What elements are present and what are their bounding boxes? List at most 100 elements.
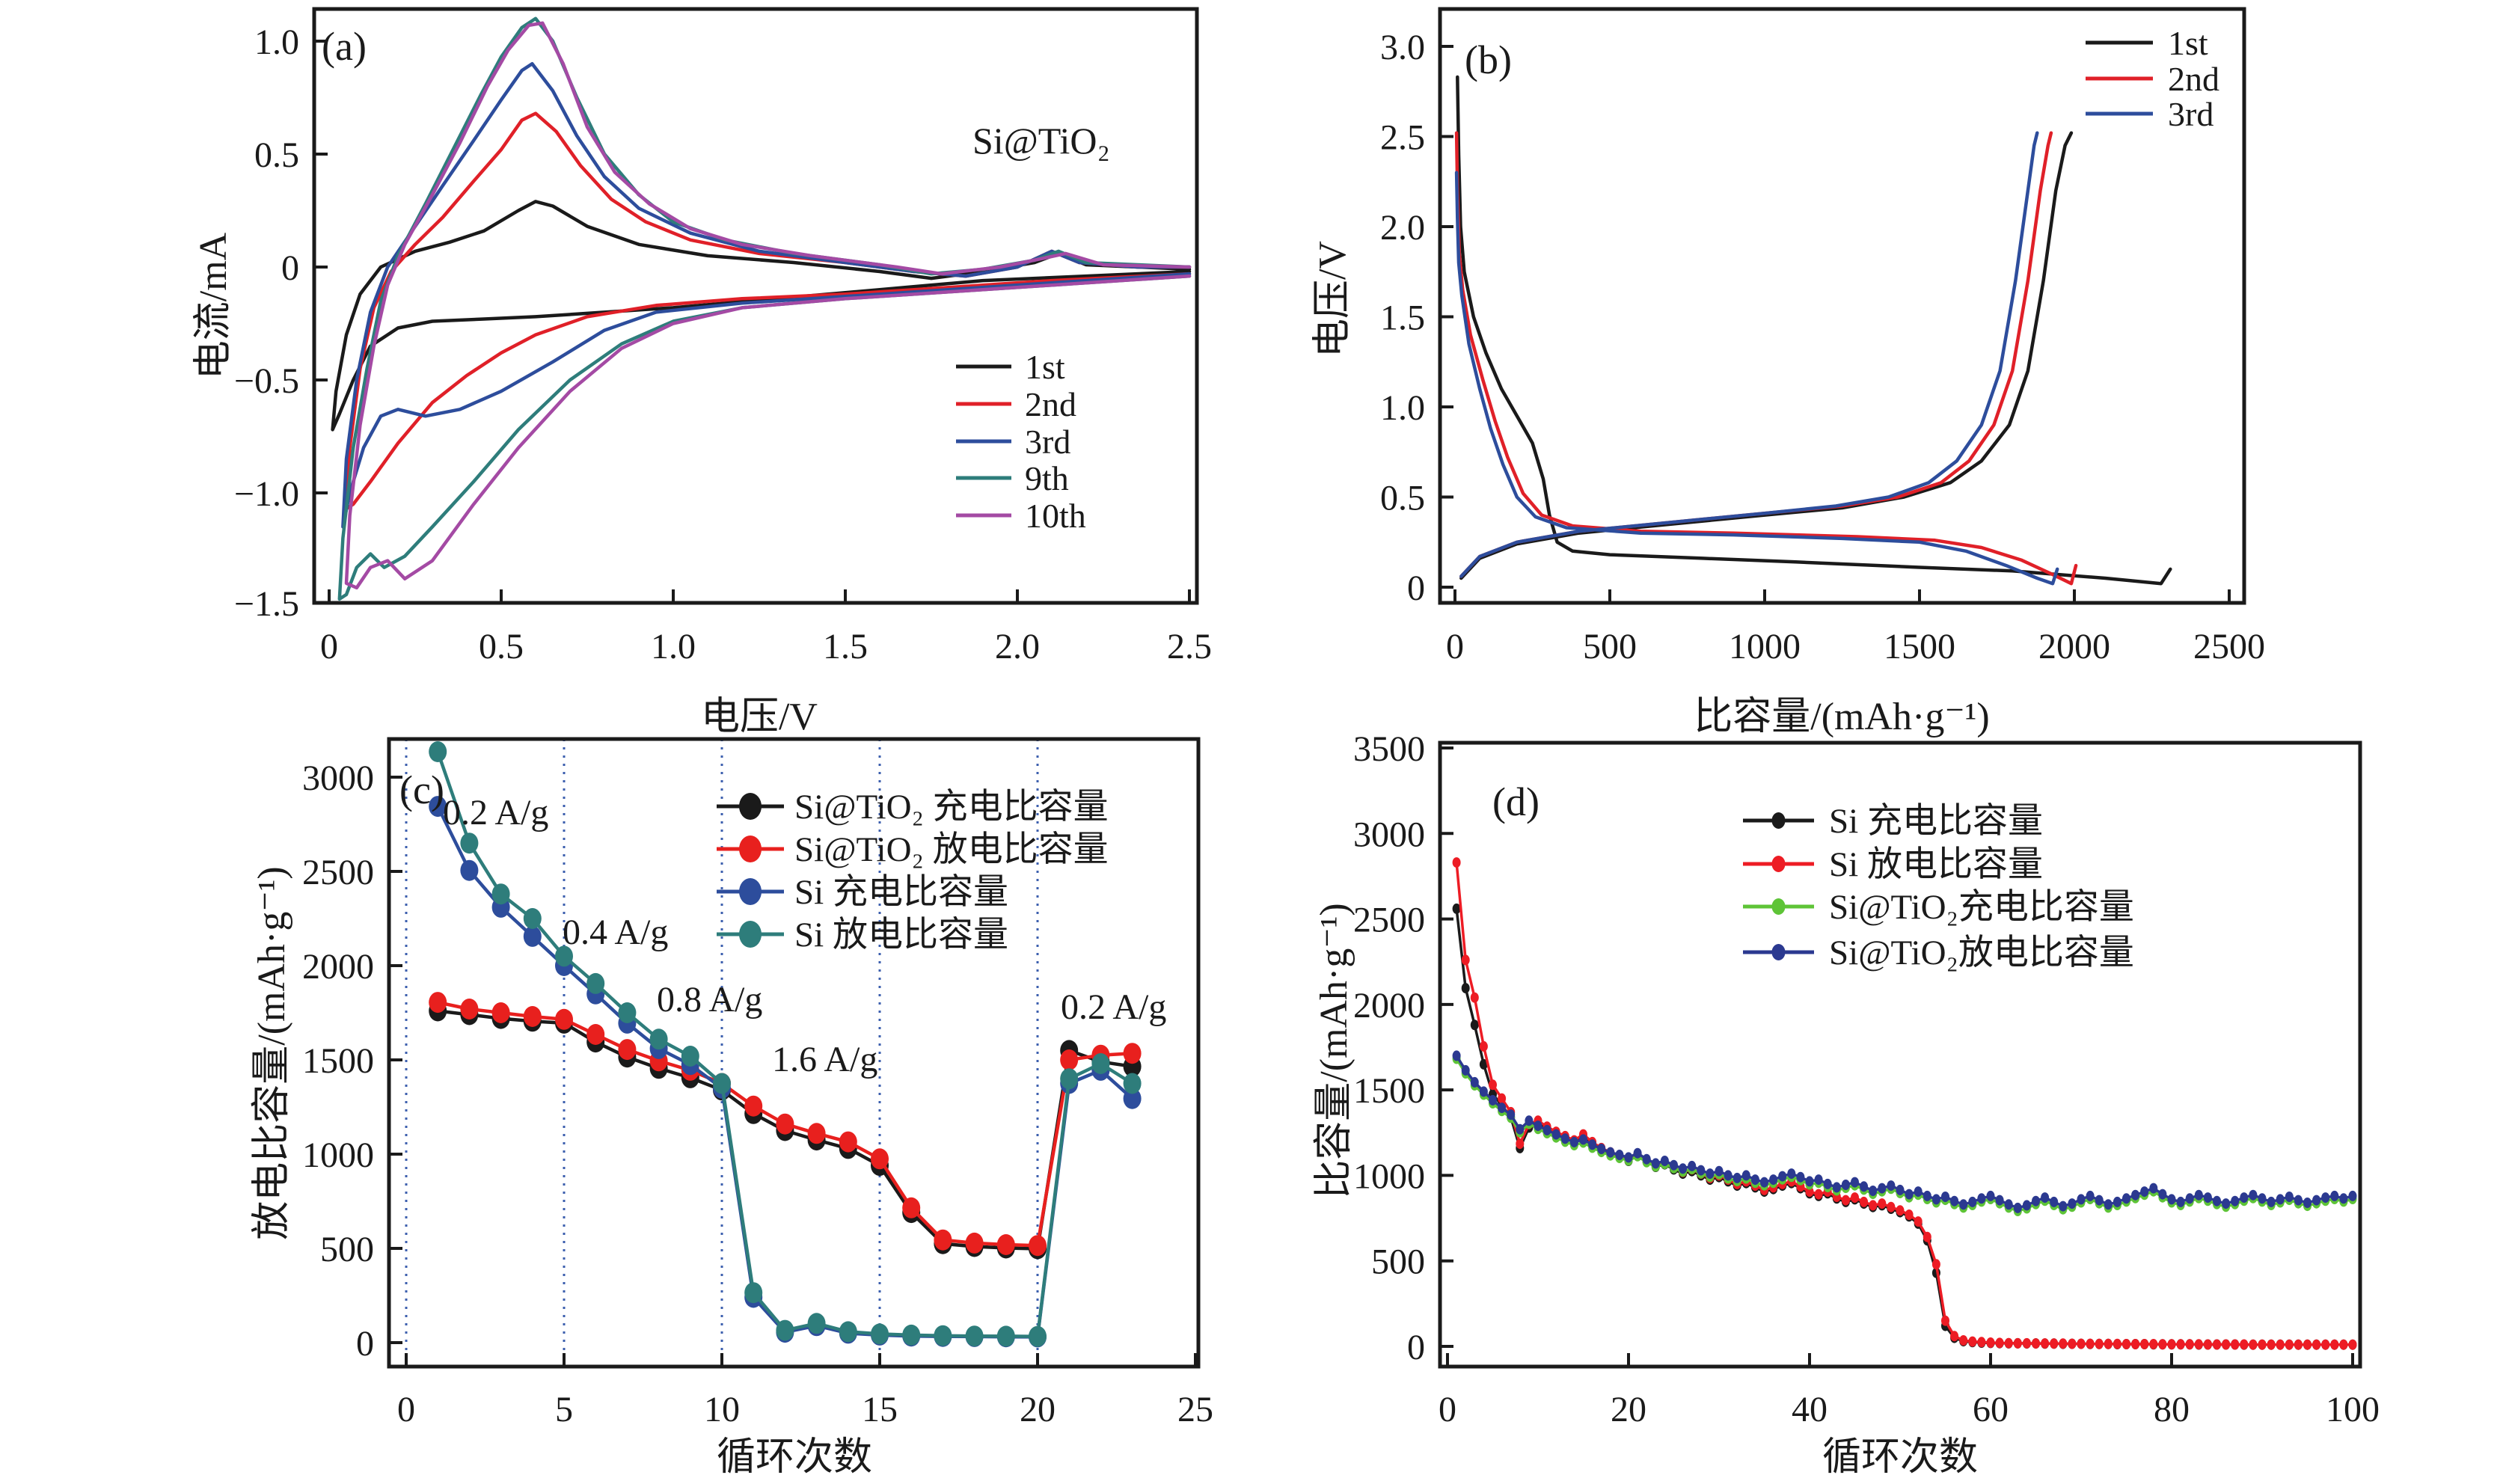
data-point-marker	[523, 925, 542, 947]
data-point-marker	[1091, 1053, 1110, 1074]
data-point-marker	[429, 796, 447, 818]
data-point-marker	[1968, 1196, 1977, 1207]
data-point-marker	[776, 1113, 794, 1135]
data-point-marker	[2167, 1194, 2176, 1205]
panel-b-ytick-label: 0	[1407, 568, 1425, 608]
panel-a-xtick-label: 0.5	[479, 627, 524, 666]
panel-d-ytick-label: 3500	[1353, 729, 1425, 769]
data-point-marker	[1778, 1171, 1787, 1182]
data-point-marker	[1841, 1195, 1850, 1206]
data-point-marker	[2231, 1195, 2240, 1206]
data-point-marker	[1905, 1209, 1914, 1220]
series-path	[1456, 75, 2172, 586]
data-point-marker	[491, 1002, 510, 1023]
data-point-marker	[1869, 1200, 1878, 1211]
data-point-marker	[2321, 1192, 2330, 1204]
data-point-marker	[1950, 1195, 1959, 1206]
legend-item-si-discharge: Si 放电比容量	[794, 916, 1008, 954]
data-point-marker	[1986, 1190, 1995, 1201]
panel-c-xtick-label: 10	[704, 1390, 740, 1429]
data-point-marker	[1905, 1189, 1914, 1200]
data-point-marker	[2176, 1196, 2185, 1207]
data-point-marker	[1977, 1193, 1986, 1204]
data-point-marker	[1760, 1177, 1768, 1188]
panel-c-series-si-tio2-discharge	[429, 992, 1142, 1257]
panel-a-xtick-label: 2.5	[1167, 627, 1212, 666]
panel-b-ytick-label: 1.0	[1380, 388, 1425, 428]
panel-c-annotation-0: 0.2 A/g	[443, 793, 548, 833]
data-point-marker	[934, 1325, 952, 1346]
data-point-marker	[1479, 1040, 1488, 1052]
data-point-marker	[649, 1028, 668, 1050]
data-point-marker	[2258, 1193, 2267, 1204]
panel-d: 0 20 40 60 80 1000500100015002000250030003500…	[1313, 729, 2380, 1479]
data-point-marker	[2095, 1195, 2104, 1206]
data-point-marker	[1923, 1190, 1931, 1201]
panel-c-xtick-label: 25	[1177, 1390, 1213, 1429]
legend-item-si-tio2-discharge: Si@TiO₂ 放电比容量	[794, 830, 1109, 869]
data-point-marker	[1869, 1186, 1878, 1196]
data-point-marker	[1832, 1182, 1841, 1193]
panel-b-series-cycle-1	[1456, 75, 2172, 586]
data-point-marker	[1470, 1076, 1479, 1088]
panel-b-xtick-label: 1000	[1729, 627, 1801, 666]
data-point-marker	[934, 1229, 952, 1251]
data-point-marker	[2013, 1202, 2022, 1213]
legend-item-cycle-2: 2nd	[1025, 385, 1076, 423]
panel-c-annotation-4: 0.2 A/g	[1061, 987, 1166, 1027]
legend-item-si-charge: Si 充电比容量	[1829, 802, 2043, 841]
data-point-marker	[1796, 1171, 1805, 1183]
data-point-marker	[1814, 1174, 1823, 1186]
data-point-marker	[1896, 1205, 1905, 1216]
data-point-marker	[2339, 1193, 2348, 1204]
data-point-marker	[523, 1006, 542, 1027]
panel-b-ytick-label: 0.5	[1380, 479, 1425, 518]
data-point-marker	[460, 999, 479, 1020]
data-point-marker	[2249, 1339, 2258, 1350]
data-point-marker	[2267, 1196, 2276, 1207]
panel-d-xtick-label: 100	[2326, 1390, 2380, 1429]
panel-b-xtick-label: 0	[1446, 627, 1464, 666]
panel-d-ytick-label: 500	[1371, 1242, 1425, 1282]
panel-d-y-axis-label: 比容量/(mAh·g⁻¹)	[1313, 903, 1355, 1198]
data-point-marker	[2176, 1339, 2185, 1350]
panel-d-xtick-label: 20	[1611, 1390, 1646, 1429]
legend-item-si-tio2-charge: Si@TiO₂ 充电比容量	[794, 788, 1109, 827]
panel-c-ytick-label: 2500	[302, 853, 374, 892]
data-point-marker	[1887, 1180, 1896, 1192]
data-point-marker	[2131, 1189, 2140, 1201]
series-path	[344, 21, 1192, 590]
data-point-marker	[2213, 1195, 2221, 1206]
panel-b-ytick-label: 3.0	[1380, 28, 1425, 67]
data-point-marker	[1697, 1165, 1706, 1176]
data-point-marker	[2004, 1199, 2013, 1210]
legend-swatch-marker	[1771, 856, 1786, 872]
data-point-marker	[2059, 1201, 2068, 1212]
data-point-marker	[1525, 1115, 1534, 1126]
data-point-marker	[2348, 1190, 2357, 1201]
data-point-marker	[2231, 1339, 2240, 1350]
panel-d-legend: Si 充电比容量 Si 放电比容量 Si@TiO₂充电比容量 Si@TiO₂放电比容量	[1743, 802, 2134, 972]
data-point-marker	[1452, 1050, 1461, 1061]
data-point-marker	[1851, 1192, 1859, 1204]
panel-c-ytick-label: 0	[356, 1324, 374, 1364]
data-point-marker	[2041, 1192, 2050, 1204]
data-point-marker	[996, 1234, 1015, 1255]
data-point-marker	[1679, 1163, 1688, 1174]
data-point-marker	[871, 1148, 889, 1170]
data-point-marker	[1642, 1153, 1651, 1165]
data-point-marker	[2104, 1338, 2113, 1349]
data-point-marker	[2240, 1192, 2249, 1204]
panel-a-xtick-label: 2.0	[995, 627, 1040, 666]
data-point-marker	[1995, 1337, 2004, 1349]
data-point-marker	[1489, 1079, 1497, 1091]
legend-swatch-marker	[1771, 898, 1786, 915]
data-point-marker	[1633, 1147, 1642, 1159]
data-point-marker	[2077, 1338, 2086, 1349]
series-path	[1459, 131, 2039, 578]
panel-d-xtick-label: 80	[2154, 1390, 2190, 1429]
data-point-marker	[902, 1324, 921, 1346]
